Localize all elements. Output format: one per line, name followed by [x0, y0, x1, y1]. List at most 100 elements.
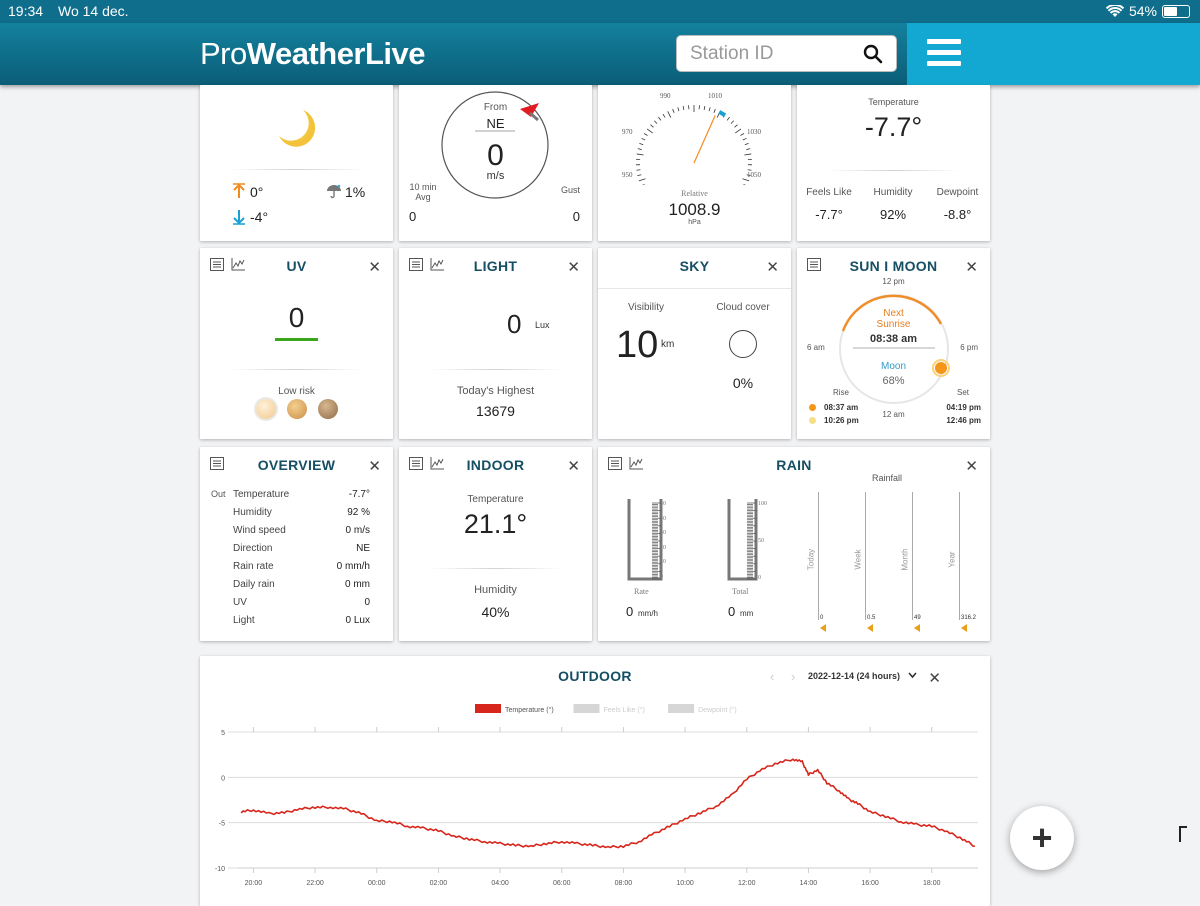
close-icon[interactable]: ✕ [965, 258, 978, 276]
rainfall-period-label: Year [948, 545, 957, 575]
legend-swatch [475, 704, 501, 713]
light-value: 0 [507, 309, 521, 340]
close-icon[interactable]: ✕ [368, 258, 381, 276]
indoor-title: INDOOR [399, 457, 592, 473]
battery-icon [1162, 5, 1190, 18]
rainfall-marker-icon [961, 624, 967, 632]
logo[interactable]: ProWeatherLive [200, 36, 425, 72]
x-tick-label: 22:00 [306, 880, 324, 887]
wind-from-label: From [399, 102, 592, 113]
overview-row: UV 0 [200, 597, 390, 611]
next-sunrise-label: Sunrise [797, 319, 990, 330]
moon-set-time: 12:46 pm [946, 416, 981, 425]
y-tick-label: 0 [221, 775, 225, 782]
forecast-low: -4° [250, 209, 268, 225]
visibility-label: Visibility [598, 302, 694, 313]
indoor-card: INDOOR ✕ Temperature 21.1° Humidity 40% [399, 447, 592, 641]
status-right: 54% [1106, 3, 1190, 19]
overview-row-value: 0 [364, 597, 370, 608]
rainfall-label: Rainfall [872, 473, 902, 483]
rain-rate-gauge [626, 497, 666, 583]
rain-total-unit: mm [740, 609, 753, 618]
rainfall-period-label: Today [807, 545, 816, 575]
search-icon[interactable] [863, 44, 883, 64]
rain-rate-tick-label: 30 [660, 530, 666, 536]
rainfall-marker-icon [867, 624, 873, 632]
rainfall-period-bar [959, 492, 960, 620]
close-icon[interactable]: ✕ [766, 258, 779, 276]
rain-rate-unit: mm/h [638, 609, 658, 618]
overview-row-value: NE [356, 543, 370, 554]
skin-tone-medium-icon [287, 399, 307, 419]
overview-row-value: -7.7° [349, 489, 370, 500]
logo-bold-text: WeatherLive [247, 36, 425, 71]
x-tick-label: 12:00 [738, 880, 756, 887]
logo-light-text: Pro [200, 36, 247, 71]
corner-mark-icon [1179, 826, 1187, 842]
sky-title: SKY [598, 258, 791, 274]
x-tick-label: 00:00 [368, 880, 386, 887]
y-tick-label: -5 [219, 821, 225, 828]
feels-like-value: -7.7° [797, 207, 861, 222]
temperature-value: -7.7° [797, 112, 990, 143]
close-icon[interactable]: ✕ [368, 457, 381, 475]
indoor-humidity-value: 40% [399, 604, 592, 620]
plus-icon: + [1010, 817, 1074, 859]
y-tick-label: 5 [221, 730, 225, 737]
series-line-temperature [241, 759, 975, 847]
wind-gust-value: 0 [573, 209, 580, 224]
sky-card: SKY ✕ Visibility Cloud cover 10 km 0% [598, 248, 791, 439]
visibility-unit: km [661, 339, 674, 350]
y-tick-label: -10 [215, 866, 225, 873]
pressure-needle [694, 116, 715, 163]
pressure-trend-marker [719, 112, 725, 115]
moon-illumination: 68% [797, 375, 990, 387]
outdoor-chart-card: OUTDOOR ‹ › 2022-12-14 (24 hours) ✕ Temp… [200, 656, 990, 906]
station-search-box [676, 35, 897, 72]
x-tick-label: 14:00 [800, 880, 818, 887]
rain-total-value: 0 [728, 604, 735, 619]
close-icon[interactable]: ✕ [567, 258, 580, 276]
light-highest-label: Today's Highest [399, 385, 592, 397]
close-icon[interactable]: ✕ [965, 457, 978, 475]
status-date: Wo 14 dec. [58, 3, 129, 19]
rainfall-period-label: Week [854, 545, 863, 575]
wind-avg-value: 0 [409, 209, 416, 224]
pressure-tick-990: 990 [660, 92, 671, 100]
menu-button[interactable] [907, 23, 1200, 85]
pressure-label: Relative [598, 189, 791, 198]
legend-swatch [574, 704, 600, 713]
rain-rate-value: 0 [626, 604, 633, 619]
cloud-cover-circle [729, 330, 757, 358]
feels-like-label: Feels Like [797, 187, 861, 198]
overview-row-label: UV [233, 597, 247, 608]
legend-swatch [668, 704, 694, 713]
moon-rise-time: 10:26 pm [824, 416, 859, 425]
station-id-input[interactable] [677, 36, 847, 71]
temperature-card: Temperature -7.7° Feels Like Humidity De… [797, 85, 990, 241]
overview-row-value: 0 m/s [346, 525, 370, 536]
temperature-label: Temperature [797, 97, 990, 107]
humidity-label: Humidity [861, 187, 925, 198]
cloud-cover-value: 0% [695, 375, 791, 391]
close-icon[interactable]: ✕ [567, 457, 580, 475]
wind-gust-label: Gust [561, 185, 580, 195]
legend-item: Temperature (°) [475, 704, 554, 714]
overview-row-label: Daily rain [233, 579, 275, 590]
add-widget-button[interactable]: + [1010, 806, 1074, 870]
rain-total-tick-label: 100 [758, 501, 767, 507]
overview-row-label: Humidity [233, 507, 272, 518]
overview-row-label: Temperature [233, 489, 289, 500]
rain-rate-tick-label: 40 [660, 516, 666, 522]
rainfall-period-value: 316.2 [961, 615, 976, 621]
x-tick-label: 16:00 [861, 880, 879, 887]
forecast-precip: 1% [345, 184, 365, 200]
x-tick-label: 08:00 [615, 880, 633, 887]
legend-item: Dewpoint (°) [668, 704, 737, 714]
overview-row-value: 0 mm [345, 579, 370, 590]
rainfall-marker-icon [914, 624, 920, 632]
outdoor-line-chart: Temperature (°)Feels Like (°)Dewpoint (°… [200, 656, 990, 906]
